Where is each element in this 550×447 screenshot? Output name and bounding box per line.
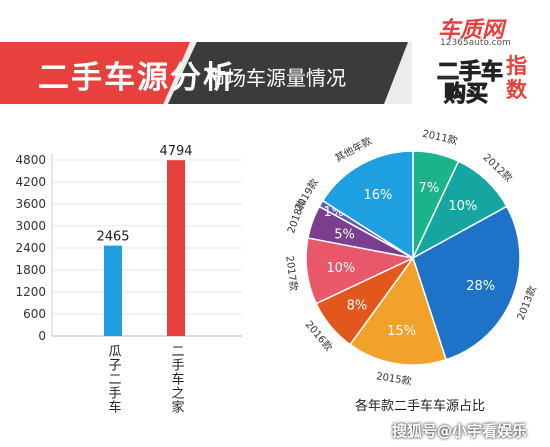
pie-chart-title: 各年款二手车车源占比 bbox=[355, 398, 485, 414]
bar-data-label: 2465 bbox=[96, 230, 129, 245]
bar bbox=[167, 160, 185, 336]
pie-category-label: 2015款 bbox=[375, 369, 412, 387]
bar-category-label: 二手车之家 bbox=[169, 344, 185, 414]
pie-percent-label: 16% bbox=[363, 188, 392, 203]
pie-percent-label: 8% bbox=[347, 298, 368, 313]
brand-logo-line1: 二手车 bbox=[436, 60, 504, 86]
pie-category-label: 2017款 bbox=[283, 255, 300, 292]
brand-logo-url: 12365auto.com bbox=[440, 38, 511, 48]
brand-logo-line2: 购买 bbox=[443, 82, 489, 108]
pie-slice bbox=[412, 205, 521, 361]
bar bbox=[104, 245, 122, 336]
pie-category-label: 2011款 bbox=[421, 127, 458, 147]
bar-y-tick-label: 600 bbox=[23, 307, 46, 321]
pie-percent-label: 7% bbox=[419, 181, 440, 196]
pie-percent-label: 5% bbox=[334, 227, 355, 242]
pie-category-label: 2013款 bbox=[514, 284, 539, 322]
pie-percent-label: 28% bbox=[466, 279, 495, 294]
header-banner-red bbox=[0, 42, 190, 104]
page-subtitle: 市场车源量情况 bbox=[206, 66, 346, 90]
bar-y-tick-label: 4200 bbox=[15, 175, 46, 189]
bar-data-label: 4794 bbox=[159, 144, 192, 159]
pie-category-label: 其他年款 bbox=[333, 134, 374, 165]
bar-y-tick-label: 3000 bbox=[15, 219, 46, 233]
bar-y-tick-label: 2400 bbox=[15, 241, 46, 255]
page-title: 二手车源分析 bbox=[38, 60, 236, 96]
pie-percent-label: 15% bbox=[387, 324, 416, 339]
brand-badge bbox=[412, 0, 550, 112]
bar-y-tick-label: 3600 bbox=[15, 197, 46, 211]
pie-slice bbox=[349, 256, 448, 366]
bar-y-tick-label: 4800 bbox=[15, 153, 46, 167]
pie-percent-label: 10% bbox=[326, 261, 355, 276]
brand-logo-side: 指数 bbox=[506, 54, 527, 102]
bar-y-tick-label: 1200 bbox=[15, 285, 46, 299]
bar-category-label: 瓜子二手车 bbox=[106, 344, 122, 414]
bar-y-tick-label: 1800 bbox=[15, 263, 46, 277]
pie-category-label: 2019款 bbox=[292, 176, 321, 213]
pie-percent-label: 10% bbox=[448, 199, 477, 214]
pie-slice bbox=[321, 150, 414, 260]
watermark: 搜狐号@小宇看娱乐 bbox=[392, 422, 528, 440]
header-banner-dark bbox=[168, 42, 408, 104]
brand-logo-text: 车质网 bbox=[438, 18, 505, 43]
bar-y-tick-label: 0 bbox=[38, 329, 46, 343]
